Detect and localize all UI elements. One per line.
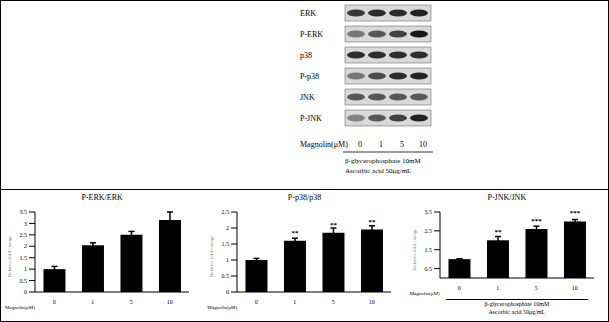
svg-text:1: 1 — [24, 266, 27, 272]
svg-text:3.5: 3.5 — [20, 209, 28, 215]
svg-text:1.5: 1.5 — [424, 247, 432, 253]
svg-text:**: ** — [330, 221, 338, 229]
svg-text:***: *** — [569, 209, 580, 217]
svg-text:1: 1 — [379, 140, 383, 149]
svg-text:2.5: 2.5 — [424, 228, 432, 234]
svg-text:Relative fold change: Relative fold change — [209, 235, 214, 277]
svg-text:p38: p38 — [300, 51, 312, 60]
svg-text:ERK: ERK — [300, 9, 316, 18]
svg-text:1.5: 1.5 — [222, 241, 230, 247]
svg-text:Relative fold change: Relative fold change — [8, 235, 12, 277]
svg-text:5: 5 — [130, 299, 133, 304]
svg-text:1: 1 — [496, 285, 499, 290]
svg-text:**: ** — [494, 228, 502, 236]
html-text:P-p38/p38: P-p38/p38 — [287, 193, 322, 202]
svg-text:β-glycerophosphate 10mM: β-glycerophosphate 10mM — [345, 157, 421, 165]
svg-text:2: 2 — [24, 243, 27, 249]
svg-text:0: 0 — [255, 299, 258, 304]
svg-text:0: 0 — [24, 289, 27, 295]
svg-text:Magnolin(μM): Magnolin(μM) — [300, 140, 348, 149]
svg-text:2: 2 — [226, 225, 229, 231]
svg-text:1: 1 — [226, 257, 229, 263]
svg-text:**: ** — [292, 229, 300, 237]
svg-text:3: 3 — [24, 221, 27, 227]
svg-text:***: *** — [531, 217, 542, 225]
svg-text:0: 0 — [226, 289, 229, 295]
svg-text:0.5: 0.5 — [424, 266, 432, 272]
svg-text:10: 10 — [419, 140, 427, 149]
svg-text:Ascorbic acid 50μg/mL: Ascorbic acid 50μg/mL — [345, 167, 411, 175]
svg-text:P-p38: P-p38 — [300, 72, 319, 81]
svg-text:JNK: JNK — [300, 93, 315, 102]
svg-text:10: 10 — [369, 299, 375, 304]
svg-text:2.5: 2.5 — [20, 232, 28, 238]
svg-text:0.5: 0.5 — [222, 273, 230, 279]
html-text:Magnolin(μM): Magnolin(μM) — [207, 305, 238, 310]
svg-text:0.5: 0.5 — [20, 278, 28, 284]
svg-text:1: 1 — [294, 299, 297, 304]
svg-text:10: 10 — [571, 285, 577, 290]
svg-text:P-JNK: P-JNK — [300, 114, 322, 123]
svg-text:2.5: 2.5 — [222, 209, 230, 215]
svg-text:5: 5 — [400, 140, 404, 149]
html-text:Magnolin(μM): Magnolin(μM) — [5, 305, 35, 310]
html-text:β-glycerophosphate 10mM: β-glycerophosphate 10mM — [484, 301, 550, 307]
svg-text:5: 5 — [534, 285, 537, 290]
svg-text:3.5: 3.5 — [424, 209, 432, 215]
html-text:P-JNK/JNK: P-JNK/JNK — [487, 193, 527, 202]
svg-text:1.5: 1.5 — [20, 255, 28, 261]
svg-text:0: 0 — [53, 299, 56, 304]
html-text:Magnolin(μM): Magnolin(μM) — [409, 291, 440, 296]
svg-text:0: 0 — [358, 140, 362, 149]
svg-text:**: ** — [369, 218, 377, 226]
svg-text:0: 0 — [457, 285, 460, 290]
svg-text:Relative fold change: Relative fold change — [411, 228, 416, 270]
svg-text:5: 5 — [332, 299, 335, 304]
html-text:Ascorbic acid 50μg/mL: Ascorbic acid 50μg/mL — [488, 309, 546, 315]
html-text:P-ERK/ERK: P-ERK/ERK — [81, 193, 123, 202]
svg-text:10: 10 — [167, 299, 173, 304]
svg-text:P-ERK: P-ERK — [300, 30, 323, 39]
svg-text:1: 1 — [91, 299, 94, 304]
